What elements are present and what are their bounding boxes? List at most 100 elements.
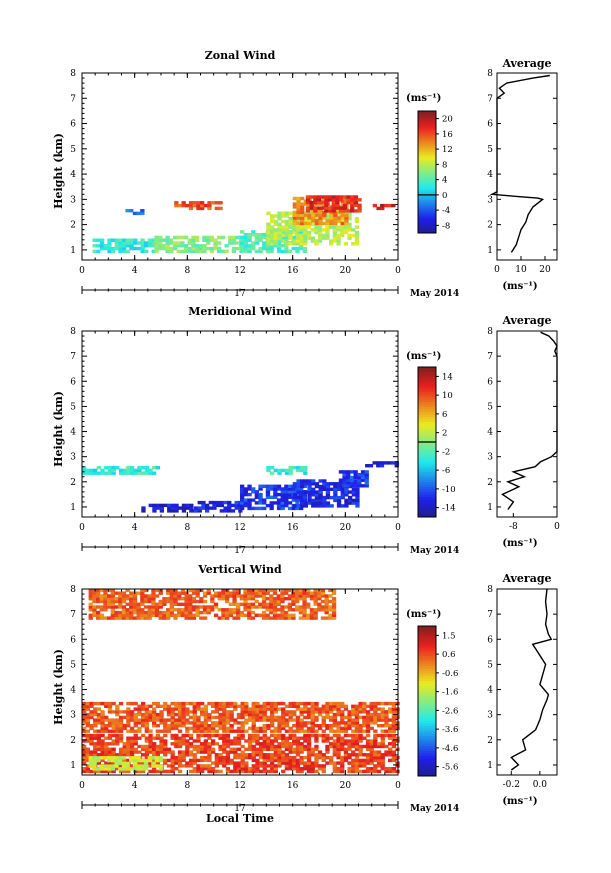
heatmap-cell <box>118 764 124 768</box>
heatmap-cell <box>284 724 290 728</box>
heatmap-cell <box>141 753 146 757</box>
heatmap-cell <box>218 701 223 706</box>
heatmap-cell <box>141 509 146 513</box>
heatmap-cell <box>303 707 308 711</box>
heatmap-cell <box>144 468 149 473</box>
heatmap-cell <box>196 704 201 708</box>
heatmap-cell <box>100 744 105 749</box>
heatmap-cell <box>92 613 97 617</box>
heatmap-cell <box>295 729 301 733</box>
heatmap-cell <box>270 242 275 246</box>
heatmap-cell <box>347 712 352 717</box>
heatmap-cell <box>185 750 190 754</box>
heatmap-cell <box>200 710 205 714</box>
heatmap-cell <box>137 718 142 722</box>
heatmap-cell <box>181 701 186 706</box>
heatmap-cell <box>126 721 131 725</box>
heatmap-cell <box>203 203 208 208</box>
heatmap-cell <box>188 613 193 617</box>
heatmap-cell <box>299 736 304 740</box>
heatmap-cell <box>192 767 197 771</box>
colorbar-swatch <box>418 663 436 667</box>
heatmap-cell <box>163 733 168 738</box>
colorbar-swatch <box>418 176 436 179</box>
heatmap-cell <box>284 605 289 609</box>
heatmap-cell <box>244 764 249 768</box>
heatmap-cell <box>125 209 130 213</box>
heatmap-cell <box>210 597 215 601</box>
heatmap-cell <box>295 225 301 229</box>
heatmap-cell <box>143 761 149 766</box>
heatmap-cell <box>302 588 307 593</box>
heatmap-cell <box>313 198 318 202</box>
heatmap-cell <box>369 707 374 711</box>
heatmap-cell <box>354 755 360 760</box>
heatmap-cell <box>132 610 138 615</box>
heatmap-cell <box>287 608 292 612</box>
heatmap-cell <box>100 726 105 731</box>
heatmap-cell <box>103 608 108 612</box>
heatmap-cell <box>340 758 345 763</box>
heatmap-cell <box>292 219 297 223</box>
heatmap-cell <box>203 707 208 711</box>
heatmap-cell <box>224 244 229 248</box>
heatmap-cell <box>266 236 271 240</box>
heatmap-cell <box>236 721 242 725</box>
zonal-wind-colorbar-unit: (ms⁻¹) <box>406 93 441 104</box>
heatmap-cell <box>254 605 259 609</box>
heatmap-cell <box>336 225 341 229</box>
average-y-tick-label: 7 <box>487 94 493 104</box>
heatmap-cell <box>133 739 138 743</box>
heatmap-cell <box>336 733 341 738</box>
heatmap-cell <box>325 504 331 508</box>
heatmap-cell <box>114 244 119 248</box>
heatmap-cell <box>162 613 167 617</box>
heatmap-cell <box>140 608 145 612</box>
heatmap-cell <box>200 750 205 754</box>
heatmap-cell <box>306 729 312 733</box>
heatmap-cell <box>255 701 260 706</box>
heatmap-cell <box>213 246 218 251</box>
heatmap-cell <box>355 490 360 494</box>
heatmap-cell <box>180 244 185 248</box>
heatmap-cell <box>159 704 164 708</box>
heatmap-cell <box>373 758 378 763</box>
heatmap-cell <box>295 506 300 511</box>
heatmap-cell <box>118 468 124 473</box>
heatmap-cell <box>239 597 244 601</box>
heatmap-cell <box>154 610 160 615</box>
heatmap-cell <box>227 500 232 505</box>
heatmap-cell <box>354 704 360 708</box>
colorbar-swatch <box>418 214 436 218</box>
heatmap-cell <box>342 475 347 480</box>
heatmap-cell <box>354 767 360 771</box>
heatmap-cell <box>129 246 134 251</box>
heatmap-cell <box>82 704 87 708</box>
heatmap-cell <box>284 219 290 224</box>
heatmap-cell <box>154 244 159 248</box>
heatmap-cell <box>284 484 289 488</box>
y-tick-label: 5 <box>70 145 76 155</box>
heatmap-cell <box>125 597 130 601</box>
heatmap-cell <box>348 501 353 505</box>
heatmap-cell <box>89 742 94 746</box>
heatmap-cell <box>269 244 274 248</box>
heatmap-cell <box>99 246 105 251</box>
heatmap-cell <box>306 736 312 740</box>
heatmap-cell <box>232 599 237 604</box>
heatmap-cell <box>218 744 223 749</box>
heatmap-cell <box>288 758 293 763</box>
heatmap-cell <box>309 200 314 205</box>
heatmap-cell <box>296 210 301 215</box>
heatmap-cell <box>376 758 382 763</box>
heatmap-cell <box>240 490 245 494</box>
heatmap-cell <box>269 249 274 253</box>
heatmap-cell <box>349 475 355 480</box>
colorbar-tick-label: -8 <box>442 221 450 231</box>
heatmap-cell <box>277 750 282 754</box>
heatmap-cell <box>93 736 98 740</box>
heatmap-cell <box>147 610 152 615</box>
heatmap-cell <box>225 753 231 757</box>
heatmap-cell <box>166 707 172 711</box>
heatmap-cell <box>233 750 238 754</box>
